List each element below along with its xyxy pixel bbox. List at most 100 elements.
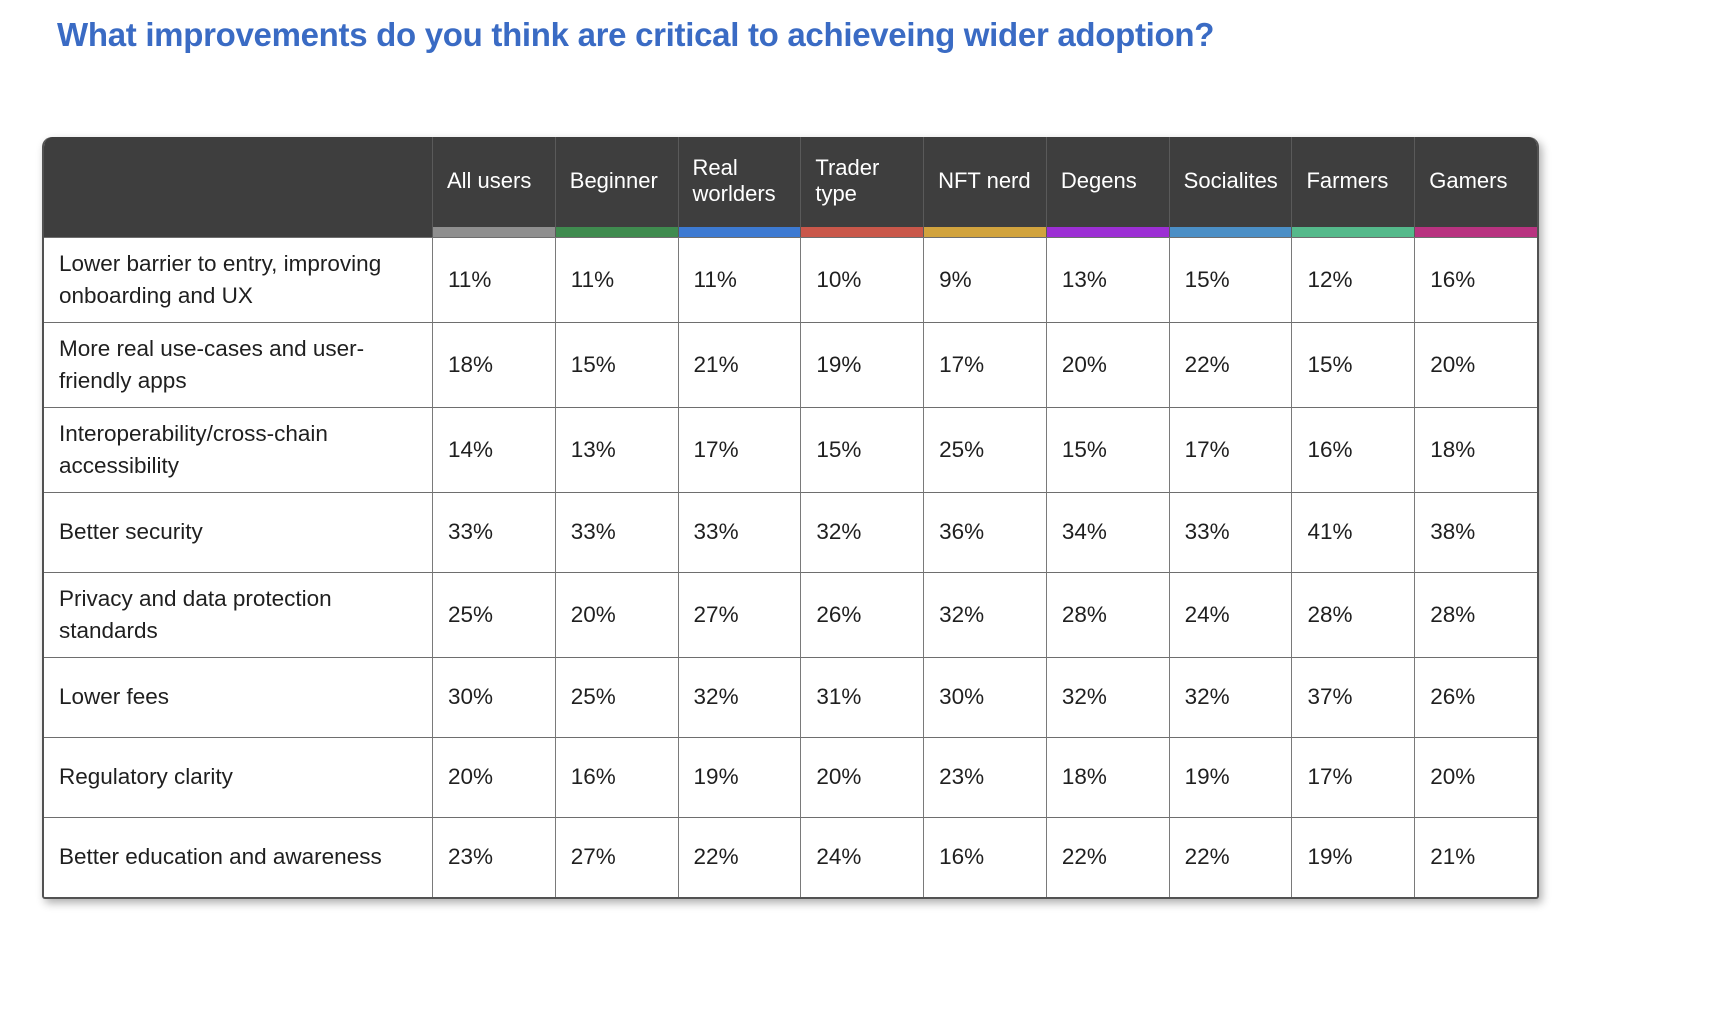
value-cell: 18% xyxy=(432,321,555,407)
value-cell: 23% xyxy=(923,736,1046,817)
value-cell: 17% xyxy=(1291,736,1415,817)
value-cell: 15% xyxy=(1168,237,1292,322)
value-cell: 19% xyxy=(677,736,801,817)
value-cell: 20% xyxy=(1045,321,1169,407)
column-color-bar xyxy=(1046,227,1169,237)
column-color-bar xyxy=(1415,227,1537,237)
value-cell: 20% xyxy=(432,736,555,817)
value-cell: 30% xyxy=(432,656,555,737)
value-cell: 13% xyxy=(554,406,678,492)
value-cell: 27% xyxy=(677,571,801,657)
value-cell: 32% xyxy=(923,571,1046,657)
value-cell: 25% xyxy=(554,656,678,737)
value-cell: 18% xyxy=(1414,406,1537,492)
value-cell: 31% xyxy=(800,656,924,737)
page-title: What improvements do you think are criti… xyxy=(57,16,1215,53)
value-cell: 16% xyxy=(1291,406,1415,492)
value-cell: 12% xyxy=(1291,237,1415,322)
value-cell: 25% xyxy=(923,406,1046,492)
column-header-degens: Degens xyxy=(1045,137,1169,237)
header-empty-cell xyxy=(44,137,432,237)
value-cell: 32% xyxy=(677,656,801,737)
column-color-bar xyxy=(678,227,801,237)
value-cell: 23% xyxy=(432,816,555,897)
column-header-label: Beginner xyxy=(569,167,658,193)
value-cell: 32% xyxy=(1168,656,1292,737)
row-label: Interoperability/cross-chain accessibili… xyxy=(44,406,432,492)
value-cell: 22% xyxy=(1168,321,1292,407)
value-cell: 26% xyxy=(1414,656,1537,737)
value-cell: 14% xyxy=(432,406,555,492)
value-cell: 28% xyxy=(1414,571,1537,657)
value-cell: 28% xyxy=(1291,571,1415,657)
value-cell: 26% xyxy=(800,571,924,657)
column-header-all-users: All users xyxy=(432,137,555,237)
column-header-label: Gamers xyxy=(1429,167,1508,193)
value-cell: 32% xyxy=(800,491,924,572)
row-label: Lower barrier to entry, improving onboar… xyxy=(44,237,432,322)
value-cell: 20% xyxy=(800,736,924,817)
row-label: Lower fees xyxy=(44,656,432,737)
value-cell: 15% xyxy=(800,406,924,492)
value-cell: 20% xyxy=(1414,321,1537,407)
column-header-real-worlders: Real worlders xyxy=(677,137,801,237)
column-header-label: Trader type xyxy=(815,154,880,206)
column-header-nft-nerd: NFT nerd xyxy=(923,137,1046,237)
value-cell: 11% xyxy=(432,237,555,322)
value-cell: 17% xyxy=(923,321,1046,407)
value-cell: 16% xyxy=(1414,237,1537,322)
value-cell: 27% xyxy=(554,816,678,897)
value-cell: 19% xyxy=(1291,816,1415,897)
value-cell: 20% xyxy=(1414,736,1537,817)
column-header-label: All users xyxy=(447,167,532,193)
value-cell: 17% xyxy=(677,406,801,492)
value-cell: 22% xyxy=(1168,816,1292,897)
column-header-trader-type: Trader type xyxy=(800,137,924,237)
row-label: Regulatory clarity xyxy=(44,736,432,817)
value-cell: 20% xyxy=(554,571,678,657)
column-header-gamers: Gamers xyxy=(1414,137,1537,237)
value-cell: 16% xyxy=(554,736,678,817)
value-cell: 28% xyxy=(1045,571,1169,657)
row-label: Better security xyxy=(44,491,432,572)
survey-table: All users Beginner Real worlders Trader … xyxy=(42,137,1539,899)
value-cell: 11% xyxy=(554,237,678,322)
value-cell: 33% xyxy=(554,491,678,572)
value-cell: 17% xyxy=(1168,406,1292,492)
value-cell: 18% xyxy=(1045,736,1169,817)
row-label: More real use-cases and user-friendly ap… xyxy=(44,321,432,407)
value-cell: 33% xyxy=(677,491,801,572)
value-cell: 15% xyxy=(554,321,678,407)
column-color-bar xyxy=(801,227,924,237)
value-cell: 16% xyxy=(923,816,1046,897)
value-cell: 24% xyxy=(800,816,924,897)
value-cell: 36% xyxy=(923,491,1046,572)
value-cell: 37% xyxy=(1291,656,1415,737)
column-header-socialites: Socialites xyxy=(1168,137,1292,237)
value-cell: 32% xyxy=(1045,656,1169,737)
column-color-bar xyxy=(924,227,1046,237)
value-cell: 25% xyxy=(432,571,555,657)
value-cell: 11% xyxy=(677,237,801,322)
column-color-bar xyxy=(555,227,678,237)
column-header-label: NFT nerd xyxy=(938,167,1031,193)
value-cell: 33% xyxy=(432,491,555,572)
value-cell: 21% xyxy=(677,321,801,407)
column-header-label: Socialites xyxy=(1183,167,1278,193)
row-label: Privacy and data protection standards xyxy=(44,571,432,657)
value-cell: 13% xyxy=(1045,237,1169,322)
value-cell: 19% xyxy=(800,321,924,407)
value-cell: 33% xyxy=(1168,491,1292,572)
value-cell: 41% xyxy=(1291,491,1415,572)
column-header-label: Real worlders xyxy=(692,154,776,206)
value-cell: 15% xyxy=(1045,406,1169,492)
value-cell: 22% xyxy=(1045,816,1169,897)
value-cell: 9% xyxy=(923,237,1046,322)
row-label: Better education and awareness xyxy=(44,816,432,897)
value-cell: 22% xyxy=(677,816,801,897)
column-header-beginner: Beginner xyxy=(554,137,678,237)
column-color-bar xyxy=(433,227,555,237)
column-header-label: Degens xyxy=(1060,167,1137,193)
value-cell: 30% xyxy=(923,656,1046,737)
column-color-bar xyxy=(1292,227,1415,237)
